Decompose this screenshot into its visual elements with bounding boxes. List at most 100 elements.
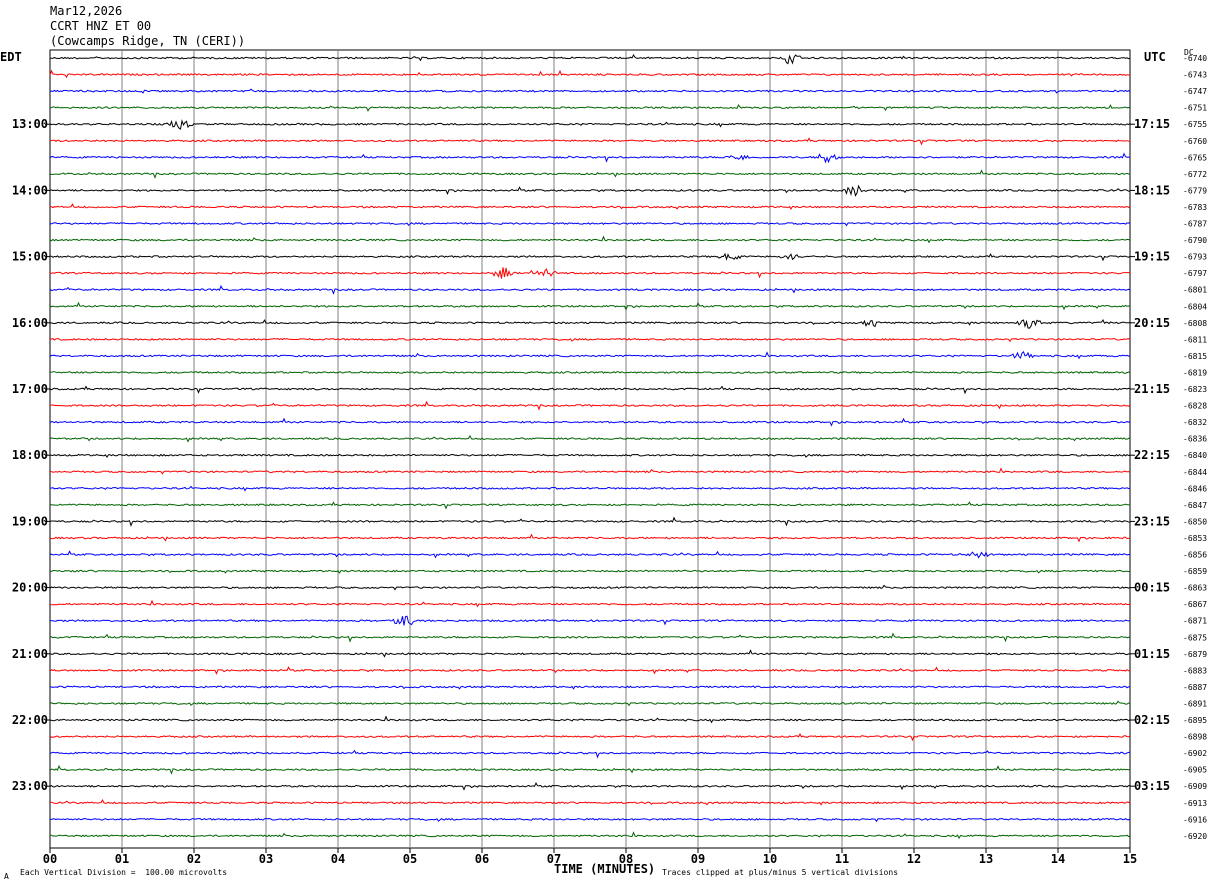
- trace-line: [49, 599, 1131, 608]
- scale-note: Each Vertical Division = 100.00 microvol…: [20, 868, 228, 877]
- clip-note: Traces clipped at plus/minus 5 vertical …: [662, 868, 899, 877]
- dc-offset-label: -6879: [1183, 650, 1207, 659]
- right-hour-label: 22:15: [1134, 448, 1170, 462]
- trace-line: [49, 301, 1131, 311]
- x-tick-label: 09: [691, 852, 705, 866]
- dc-offset-label: -6871: [1183, 617, 1207, 626]
- x-tick-label: 10: [763, 852, 777, 866]
- trace-line: [49, 501, 1131, 510]
- axis-labels: 00 01 02 03 04 05 06 07 08 09 10 11 12 13 14 15 -6740 -67…: [12, 54, 1207, 866]
- dc-offset-label: -6740: [1183, 54, 1207, 63]
- right-hour-label: 17:15: [1134, 117, 1170, 131]
- trace-line: [49, 385, 1130, 395]
- trace-line: [49, 733, 1131, 742]
- right-axis-title: UTC: [1144, 50, 1166, 64]
- trace-line: [49, 184, 1130, 197]
- x-axis-title: TIME (MINUTES): [554, 862, 656, 876]
- x-tick-label: 04: [331, 852, 345, 866]
- dc-offset-label: -6828: [1183, 402, 1207, 411]
- left-hour-label: 21:00: [12, 647, 48, 661]
- dc-offset-header: DC: [1184, 48, 1194, 57]
- grid-lines: [45, 49, 1135, 853]
- dc-offset-label: -6875: [1183, 633, 1207, 642]
- left-hour-label: 22:00: [12, 713, 48, 727]
- dc-offset-label: -6836: [1183, 435, 1207, 444]
- trace-line: [49, 685, 1131, 690]
- x-tick-label: 14: [1051, 852, 1065, 866]
- dc-offset-label: -6867: [1183, 600, 1207, 609]
- left-hour-label: 14:00: [12, 183, 48, 197]
- x-tick-label: 00: [43, 852, 57, 866]
- dc-offset-label: -6909: [1183, 782, 1207, 791]
- dc-offset-label: -6859: [1183, 567, 1207, 576]
- right-hour-label: 19:15: [1134, 250, 1170, 264]
- right-hour-label: 01:15: [1134, 647, 1170, 661]
- dc-offset-label: -6891: [1183, 699, 1207, 708]
- trace-line: [49, 749, 1130, 759]
- dc-offset-label: -6844: [1183, 468, 1207, 477]
- dc-offset-label: -6783: [1183, 203, 1207, 212]
- dc-offset-label: -6883: [1183, 666, 1207, 675]
- trace-line: [49, 798, 1131, 806]
- trace-line: [49, 400, 1131, 411]
- dc-offset-label: -6887: [1183, 683, 1207, 692]
- trace-line: [49, 700, 1131, 707]
- plot-date: Mar12,2026: [50, 4, 123, 18]
- trace-line: [49, 203, 1131, 210]
- dc-offset-label: -6787: [1183, 220, 1207, 229]
- trace-line: [49, 252, 1131, 262]
- x-tick-label: 08: [619, 852, 633, 866]
- trace-line: [49, 119, 1131, 130]
- trace-line: [49, 782, 1130, 791]
- dc-offset-label: -6747: [1183, 87, 1207, 96]
- trace-line: [49, 615, 1131, 626]
- trace-line: [49, 632, 1131, 643]
- left-hour-label: 17:00: [12, 382, 48, 396]
- trace-line: [49, 516, 1131, 527]
- x-tick-label: 02: [187, 852, 201, 866]
- dc-offset-label: -6850: [1183, 517, 1207, 526]
- dc-offset-label: -6913: [1183, 799, 1207, 808]
- x-tick-label: 05: [403, 852, 417, 866]
- left-hour-label: 18:00: [12, 448, 48, 462]
- trace-line: [49, 152, 1131, 164]
- dc-offset-label: -6902: [1183, 749, 1207, 758]
- left-hour-label: 19:00: [12, 514, 48, 528]
- dc-offset-label: -6840: [1183, 451, 1207, 460]
- right-hour-label: 20:15: [1134, 316, 1170, 330]
- trace-line: [49, 318, 1131, 329]
- dc-offset-label: -6920: [1183, 832, 1207, 841]
- trace-line: [50, 370, 1131, 374]
- trace-line: [49, 417, 1131, 427]
- dc-offset-label: -6846: [1183, 484, 1207, 493]
- right-hour-label: 00:15: [1134, 581, 1170, 595]
- dc-offset-label: -6779: [1183, 186, 1207, 195]
- left-axis-title: EDT: [0, 50, 22, 64]
- trace-line: [49, 764, 1131, 775]
- trace-line: [49, 337, 1131, 343]
- left-hour-label: 23:00: [12, 779, 48, 793]
- dc-offset-label: -6819: [1183, 368, 1207, 377]
- dc-offset-label: -6815: [1183, 352, 1207, 361]
- trace-line: [49, 222, 1131, 227]
- right-hour-label: 03:15: [1134, 779, 1170, 793]
- x-tick-label: 01: [115, 852, 129, 866]
- dc-offset-label: -6898: [1183, 733, 1207, 742]
- dc-offset-label: -6755: [1183, 120, 1207, 129]
- trace-line: [49, 649, 1131, 658]
- trace-line: [49, 485, 1131, 492]
- x-tick-label: 06: [475, 852, 489, 866]
- plot-frame: [49, 49, 1131, 849]
- dc-offset-label: -6863: [1183, 584, 1207, 593]
- station-code: CCRT HNZ ET 00: [50, 19, 152, 33]
- trace-line: [49, 550, 1131, 559]
- dc-offset-label: -6853: [1183, 534, 1207, 543]
- trace-line: [49, 169, 1131, 179]
- dc-offset-label: -6895: [1183, 716, 1207, 725]
- right-hour-label: 02:15: [1134, 713, 1170, 727]
- right-hour-label: 21:15: [1134, 382, 1170, 396]
- x-tick-label: 13: [979, 852, 993, 866]
- trace-line: [49, 533, 1130, 543]
- corner-mark: A: [4, 872, 9, 881]
